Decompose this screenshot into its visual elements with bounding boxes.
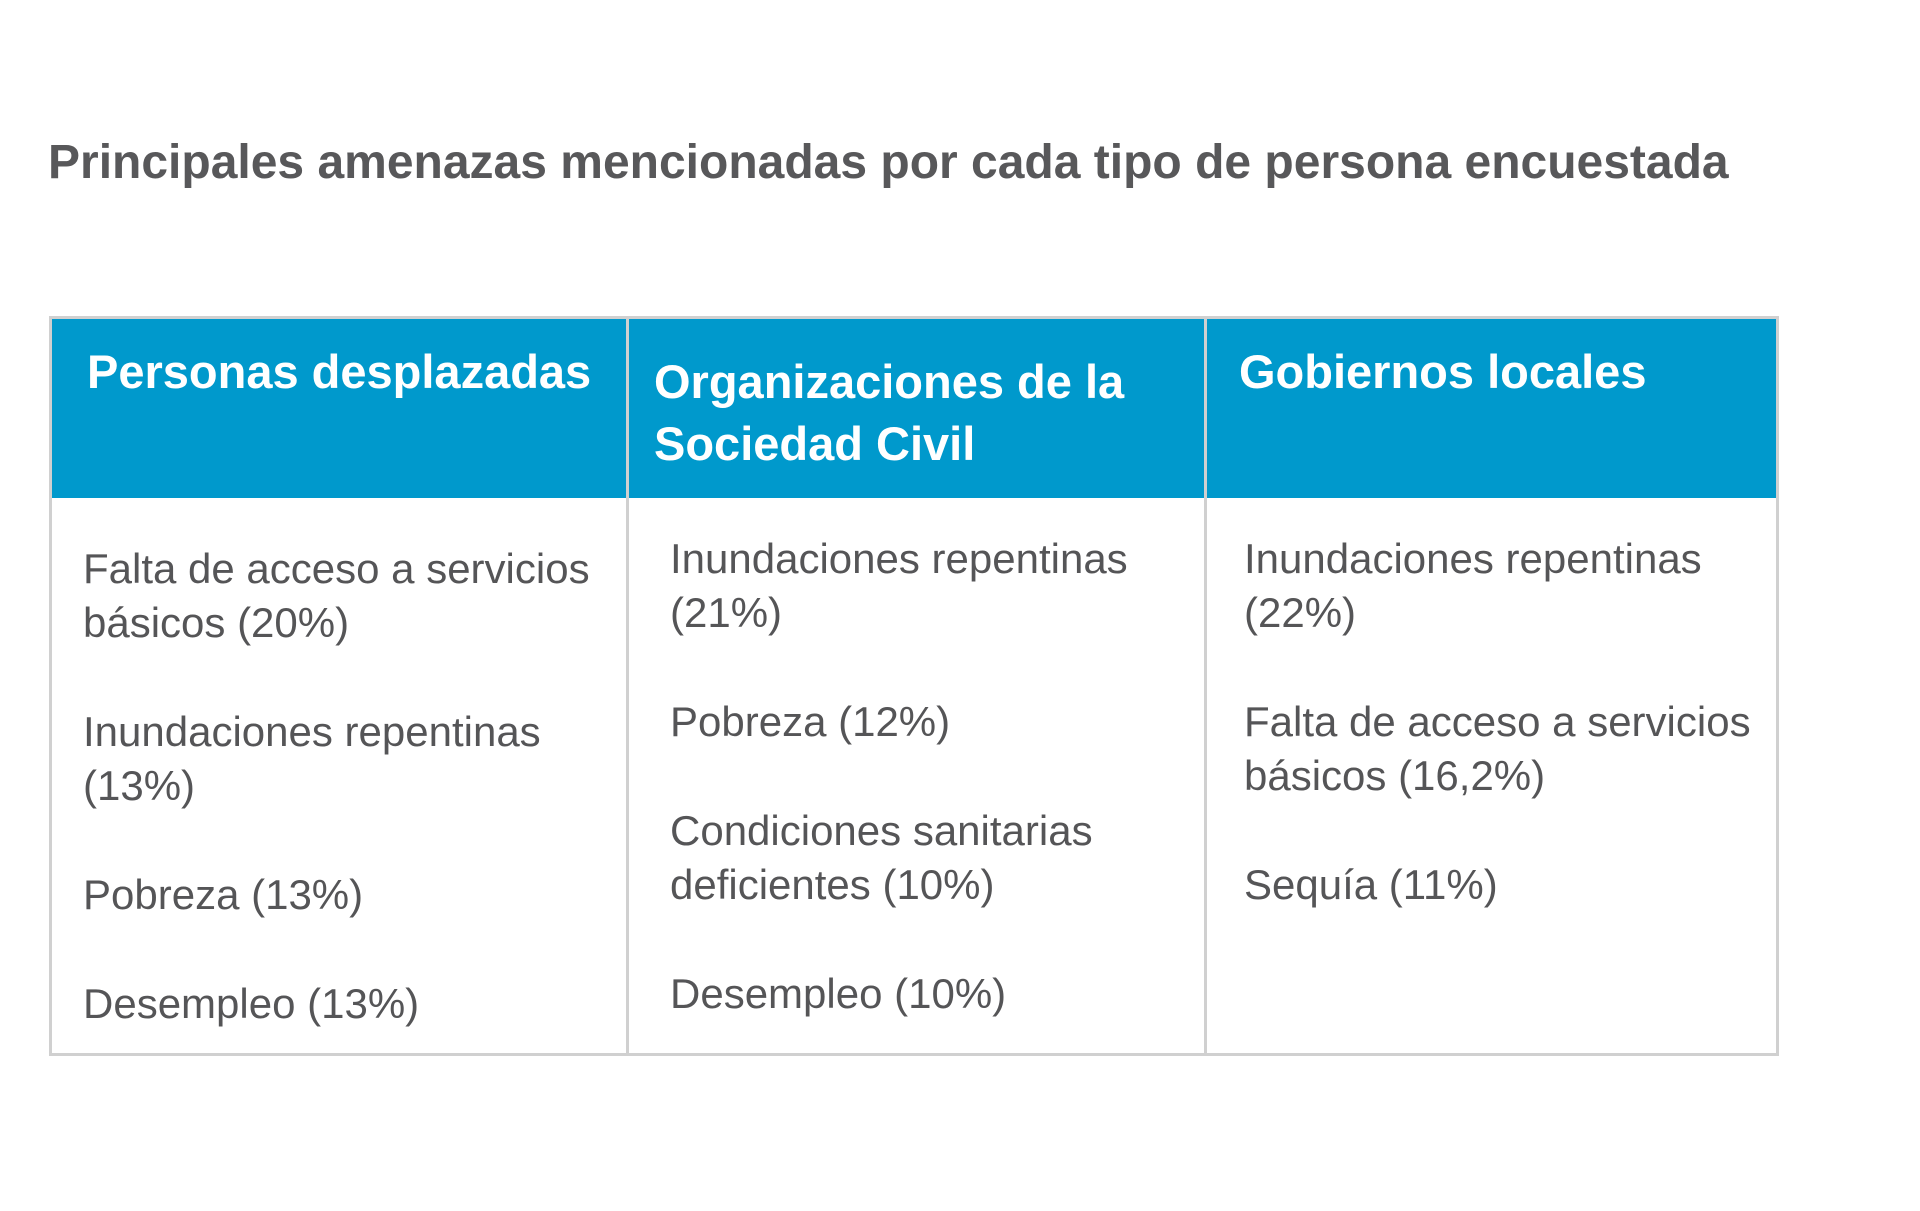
column-header-personas-desplazadas: Personas desplazadas — [52, 319, 629, 498]
list-item: Falta de acceso a servicios básicos (16,… — [1244, 698, 1751, 799]
list-item: Sequía (11%) — [1244, 861, 1498, 908]
column-cell-organizaciones-sociedad-civil: Inundaciones repentinas (21%) Pobreza (1… — [629, 498, 1207, 1053]
list-item: Pobreza (13%) — [83, 871, 364, 918]
column-header-gobiernos-locales: Gobiernos locales — [1207, 319, 1776, 498]
column-cell-personas-desplazadas: Falta de acceso a servicios básicos (20%… — [52, 498, 629, 1053]
threats-table: Personas desplazadas Organizaciones de l… — [49, 316, 1779, 1056]
page-title: Principales amenazas mencionadas por cad… — [48, 136, 1729, 189]
list-item: Inundaciones repentinas (13%) — [83, 708, 541, 809]
list-item: Inundaciones repentinas (22%) — [1244, 535, 1702, 636]
list-item: Pobreza (12%) — [670, 698, 951, 745]
list-item: Inundaciones repentinas (21%) — [670, 535, 1128, 636]
column-header-organizaciones-sociedad-civil: Organizaciones de la Sociedad Civil — [629, 319, 1207, 498]
list-item: Desempleo (13%) — [83, 980, 420, 1027]
list-item: Condiciones sanitarias deficientes (10%) — [670, 807, 1093, 908]
column-cell-gobiernos-locales: Inundaciones repentinas (22%) Falta de a… — [1207, 498, 1776, 1053]
list-item: Desempleo (10%) — [670, 970, 1007, 1017]
list-item: Falta de acceso a servicios básicos (20%… — [83, 545, 590, 646]
